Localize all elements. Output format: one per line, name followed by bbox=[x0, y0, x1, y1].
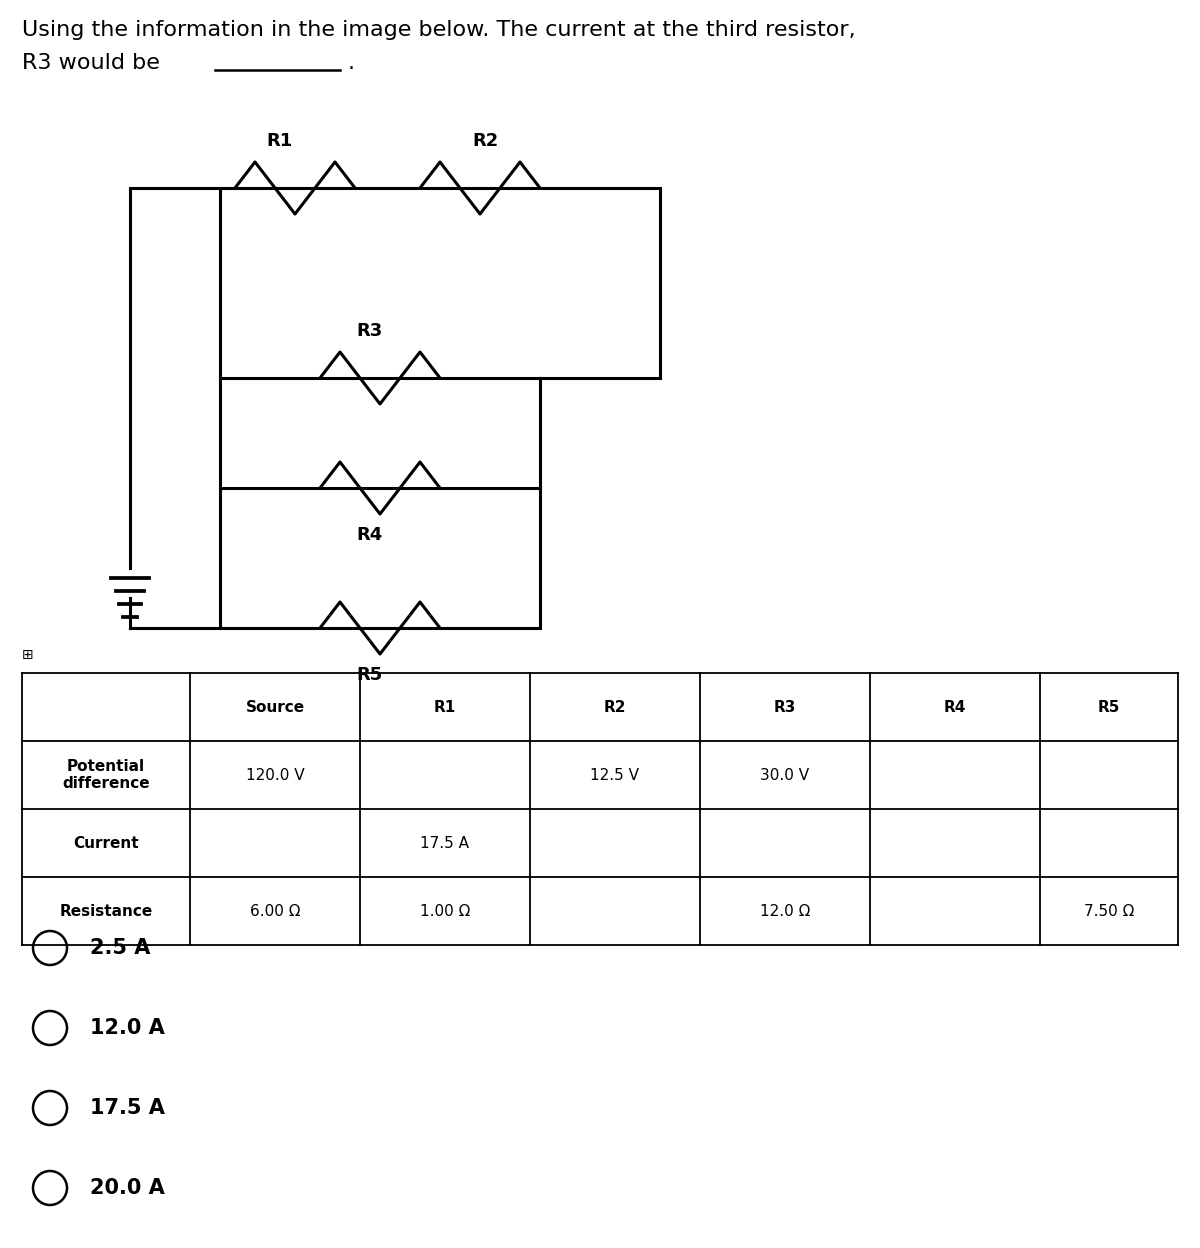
Text: R1: R1 bbox=[266, 132, 293, 150]
Text: Using the information in the image below. The current at the third resistor,: Using the information in the image below… bbox=[22, 20, 856, 40]
Text: 17.5 A: 17.5 A bbox=[90, 1098, 164, 1118]
Text: R2: R2 bbox=[472, 132, 498, 150]
Text: R2: R2 bbox=[604, 699, 626, 715]
Text: 20.0 A: 20.0 A bbox=[90, 1178, 164, 1198]
Text: R3: R3 bbox=[774, 699, 796, 715]
Text: R4: R4 bbox=[944, 699, 966, 715]
Text: ⊞: ⊞ bbox=[22, 648, 34, 661]
Text: R3: R3 bbox=[356, 322, 383, 339]
Text: 12.0 A: 12.0 A bbox=[90, 1018, 164, 1038]
Text: 2.5 A: 2.5 A bbox=[90, 938, 150, 958]
Text: Potential
difference: Potential difference bbox=[62, 759, 150, 791]
Text: R5: R5 bbox=[356, 666, 383, 684]
Text: Resistance: Resistance bbox=[59, 904, 152, 919]
Text: Source: Source bbox=[246, 699, 305, 715]
Text: 6.00 Ω: 6.00 Ω bbox=[250, 904, 300, 919]
Text: R5: R5 bbox=[1098, 699, 1120, 715]
Text: 7.50 Ω: 7.50 Ω bbox=[1084, 904, 1134, 919]
Text: 1.00 Ω: 1.00 Ω bbox=[420, 904, 470, 919]
Text: 30.0 V: 30.0 V bbox=[761, 768, 810, 782]
Text: .: . bbox=[348, 52, 355, 72]
Text: 12.0 Ω: 12.0 Ω bbox=[760, 904, 810, 919]
Text: 12.5 V: 12.5 V bbox=[590, 768, 640, 782]
Text: R4: R4 bbox=[356, 525, 383, 544]
Text: R1: R1 bbox=[434, 699, 456, 715]
Text: 17.5 A: 17.5 A bbox=[420, 835, 469, 850]
Text: Current: Current bbox=[73, 835, 139, 850]
Text: R3 would be: R3 would be bbox=[22, 52, 160, 72]
Text: 120.0 V: 120.0 V bbox=[246, 768, 305, 782]
